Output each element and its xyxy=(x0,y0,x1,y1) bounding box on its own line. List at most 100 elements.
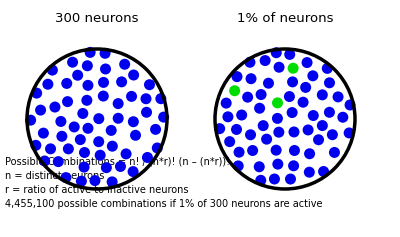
Circle shape xyxy=(128,116,139,127)
Circle shape xyxy=(273,127,284,138)
Circle shape xyxy=(246,73,256,84)
Circle shape xyxy=(233,160,244,171)
Circle shape xyxy=(113,98,124,109)
Circle shape xyxy=(307,70,318,81)
Circle shape xyxy=(258,120,269,131)
Circle shape xyxy=(144,79,155,90)
Circle shape xyxy=(79,147,90,158)
Circle shape xyxy=(285,173,296,185)
Circle shape xyxy=(61,78,72,89)
Circle shape xyxy=(289,145,300,156)
Circle shape xyxy=(324,107,335,118)
Text: n = distinct neurons: n = distinct neurons xyxy=(5,171,104,181)
Circle shape xyxy=(234,147,244,158)
Circle shape xyxy=(128,69,139,81)
Circle shape xyxy=(244,57,256,68)
Circle shape xyxy=(142,152,153,163)
Circle shape xyxy=(53,156,64,167)
Circle shape xyxy=(72,70,83,81)
Circle shape xyxy=(69,121,80,132)
Circle shape xyxy=(221,98,232,109)
Circle shape xyxy=(317,120,328,131)
Circle shape xyxy=(60,172,72,183)
Circle shape xyxy=(75,134,86,145)
Text: Possible Combinations = n! / (n*r)! (n – (n*r))!: Possible Combinations = n! / (n*r)! (n –… xyxy=(5,157,230,167)
Circle shape xyxy=(107,176,118,187)
Circle shape xyxy=(126,91,137,102)
Circle shape xyxy=(303,124,314,135)
Circle shape xyxy=(272,97,283,108)
Circle shape xyxy=(77,108,88,119)
Circle shape xyxy=(28,50,166,188)
Circle shape xyxy=(140,93,152,104)
Circle shape xyxy=(337,112,348,123)
Circle shape xyxy=(216,50,354,188)
Circle shape xyxy=(128,166,139,177)
Circle shape xyxy=(272,113,283,124)
Circle shape xyxy=(271,145,282,156)
Circle shape xyxy=(150,124,161,135)
Circle shape xyxy=(95,150,106,161)
Circle shape xyxy=(317,89,328,100)
Circle shape xyxy=(42,79,53,90)
Circle shape xyxy=(47,65,58,76)
Circle shape xyxy=(332,91,344,102)
Circle shape xyxy=(101,162,112,173)
Circle shape xyxy=(155,93,166,104)
Circle shape xyxy=(45,143,56,154)
Circle shape xyxy=(287,107,298,118)
Circle shape xyxy=(82,60,93,71)
Circle shape xyxy=(324,77,335,88)
Circle shape xyxy=(130,130,141,141)
Circle shape xyxy=(284,91,295,102)
Circle shape xyxy=(76,176,87,187)
Circle shape xyxy=(302,57,312,68)
Circle shape xyxy=(62,96,73,107)
Circle shape xyxy=(98,77,109,88)
Circle shape xyxy=(263,78,274,89)
Circle shape xyxy=(287,76,298,87)
Circle shape xyxy=(242,92,253,103)
Circle shape xyxy=(231,124,242,135)
Circle shape xyxy=(274,62,284,73)
Circle shape xyxy=(272,159,283,170)
Circle shape xyxy=(271,47,282,58)
Text: 300 neurons: 300 neurons xyxy=(55,12,139,25)
Circle shape xyxy=(247,145,258,156)
Circle shape xyxy=(55,116,66,127)
Circle shape xyxy=(304,148,315,159)
Circle shape xyxy=(300,82,311,93)
Circle shape xyxy=(82,80,94,91)
Circle shape xyxy=(288,63,299,74)
Circle shape xyxy=(93,136,104,147)
Circle shape xyxy=(90,175,100,186)
Circle shape xyxy=(255,175,266,186)
Circle shape xyxy=(229,85,240,96)
Text: 1% of neurons: 1% of neurons xyxy=(237,12,333,25)
Circle shape xyxy=(327,129,338,140)
Circle shape xyxy=(269,173,280,184)
Circle shape xyxy=(236,109,247,121)
Circle shape xyxy=(85,47,96,58)
Circle shape xyxy=(50,101,60,113)
Text: r = ratio of active to inactive neurons: r = ratio of active to inactive neurons xyxy=(5,185,188,195)
Circle shape xyxy=(232,71,242,82)
Circle shape xyxy=(288,160,299,171)
Circle shape xyxy=(100,64,111,74)
Circle shape xyxy=(304,167,315,178)
Circle shape xyxy=(141,107,152,118)
Circle shape xyxy=(78,162,90,173)
Circle shape xyxy=(38,128,49,139)
Circle shape xyxy=(245,129,256,140)
Circle shape xyxy=(254,161,265,172)
Circle shape xyxy=(81,95,92,106)
Circle shape xyxy=(298,97,308,108)
Circle shape xyxy=(344,100,356,110)
Circle shape xyxy=(30,140,41,151)
Circle shape xyxy=(100,48,110,59)
Circle shape xyxy=(120,148,132,160)
Circle shape xyxy=(82,123,94,134)
Circle shape xyxy=(63,143,74,154)
Circle shape xyxy=(39,155,50,167)
Circle shape xyxy=(288,127,300,137)
